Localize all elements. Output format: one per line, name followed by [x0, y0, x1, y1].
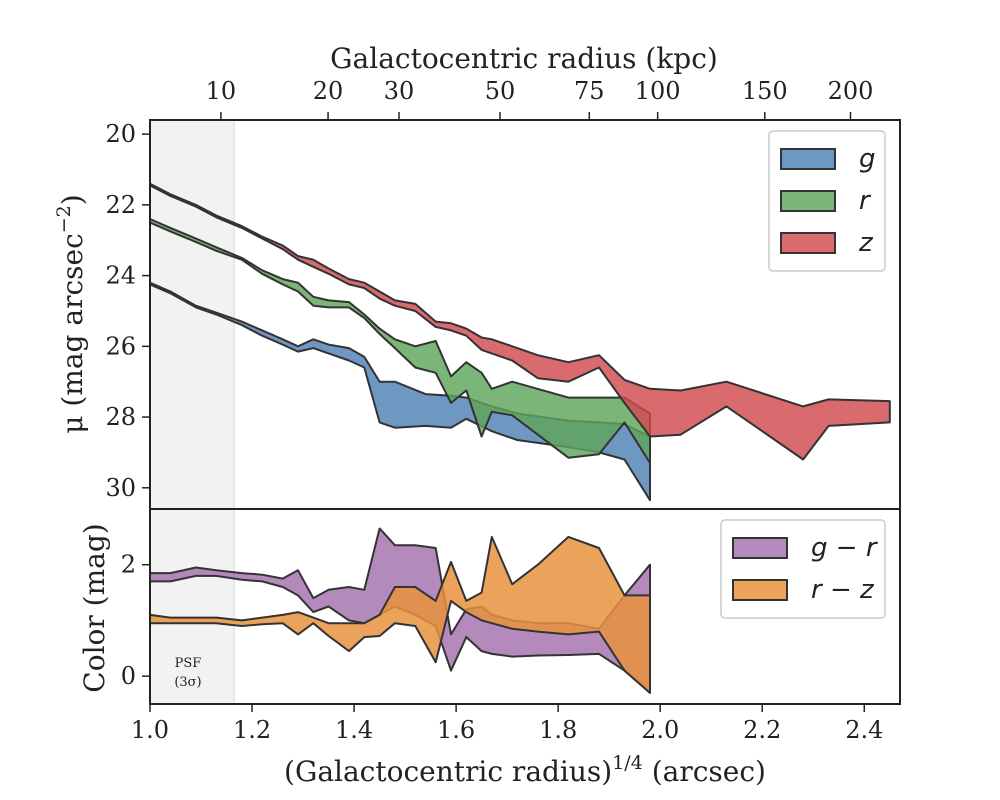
top-panel-areas [149, 120, 891, 704]
legend-bottom: g − r r − z [720, 519, 886, 619]
y-tick-label-5: 30 [105, 474, 136, 502]
kpc-tick-label-5: 100 [635, 77, 681, 105]
x-tick-label-6: 2.2 [743, 716, 781, 744]
top-axis-label: Galactocentric radius (kpc) [330, 42, 718, 75]
y-tick-label-2: 24 [105, 262, 136, 290]
x-tick-label-2: 1.4 [335, 716, 373, 744]
color-tick-label-0: 0 [121, 662, 136, 690]
kpc-tick-label-4: 75 [574, 77, 605, 105]
y-tick-label-1: 22 [105, 191, 136, 219]
top-axis-ticks: 10 20 30 50 75 100 150 200 [206, 77, 874, 120]
bottom-axis-label: (Galactocentric radius)1/4 (arcsec) [284, 752, 766, 788]
series-band-1 [149, 535, 651, 694]
series-band-2 [149, 182, 891, 461]
legend-label-0: g [859, 144, 876, 174]
y-tick-label-4: 28 [105, 403, 136, 431]
series-band-0 [149, 281, 651, 502]
x-tick-label-1: 1.2 [233, 716, 271, 744]
top-panel-y-ticks: 20 22 24 26 28 30 [105, 120, 150, 502]
x-tick-label-5: 2.0 [641, 716, 679, 744]
legend-swatch-1 [732, 579, 788, 601]
legend-label-2: z [858, 228, 874, 258]
color-tick-label-1: 2 [121, 551, 136, 579]
bottom-panel-y-ticks: 02 [121, 551, 150, 690]
legend-swatch-0 [780, 148, 836, 170]
psf-annotation-line2: (3σ) [174, 675, 201, 690]
legend-top: grz [768, 130, 886, 272]
bottom-panel-areas [149, 527, 651, 694]
y-tick-label-3: 26 [105, 332, 136, 360]
bottom-panel-y-label: Color (mag) [78, 523, 111, 692]
bottom-panel-frame [149, 508, 901, 705]
y-tick-label-0: 20 [105, 120, 136, 148]
top-panel-y-label: μ (mag arcsec−2) [53, 194, 89, 433]
legend-swatch-0 [732, 537, 788, 559]
kpc-tick-label-6: 150 [742, 77, 788, 105]
kpc-tick-label-2: 30 [384, 77, 415, 105]
x-tick-label-3: 1.6 [437, 716, 475, 744]
legend-swatch-1 [780, 190, 836, 212]
x-tick-label-4: 1.8 [539, 716, 577, 744]
x-tick-label-7: 2.4 [845, 716, 883, 744]
legend-label-1: r − z [811, 575, 875, 605]
bottom-panel-x-ticks: 1.0 1.2 1.4 1.6 1.8 2.0 2.2 2.4 [131, 704, 883, 744]
legend-label-0: g − r [811, 533, 879, 563]
kpc-tick-label-7: 200 [828, 77, 874, 105]
kpc-tick-label-0: 10 [206, 77, 237, 105]
legend-swatch-2 [780, 232, 836, 254]
psf-annotation-line1: PSF [175, 656, 202, 671]
x-tick-label-0: 1.0 [131, 716, 169, 744]
kpc-tick-label-1: 20 [313, 77, 344, 105]
series-band-1 [149, 218, 651, 464]
legend-label-1: r [859, 186, 872, 216]
kpc-tick-label-3: 50 [485, 77, 516, 105]
psf-shade-bottom [150, 509, 235, 704]
